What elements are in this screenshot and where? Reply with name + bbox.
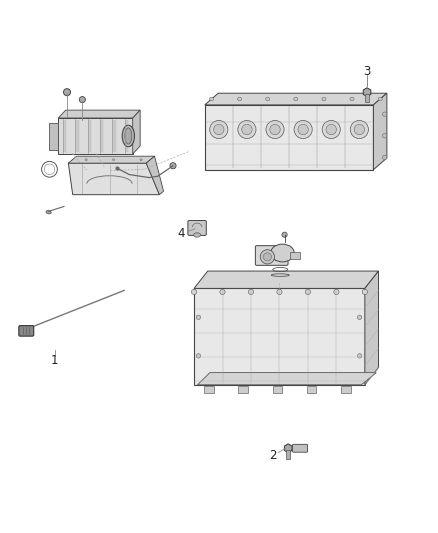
Polygon shape xyxy=(146,156,163,195)
Polygon shape xyxy=(133,110,140,154)
Circle shape xyxy=(322,120,340,139)
Polygon shape xyxy=(373,93,387,169)
Circle shape xyxy=(242,124,252,135)
Circle shape xyxy=(282,232,287,237)
Bar xyxy=(290,252,300,260)
Bar xyxy=(125,120,128,152)
Ellipse shape xyxy=(378,98,382,101)
Circle shape xyxy=(357,354,362,358)
Circle shape xyxy=(354,124,364,135)
Polygon shape xyxy=(205,93,387,105)
Circle shape xyxy=(260,249,275,264)
Ellipse shape xyxy=(140,159,142,160)
Circle shape xyxy=(334,289,339,295)
Circle shape xyxy=(350,120,368,139)
Ellipse shape xyxy=(46,211,51,214)
Bar xyxy=(341,386,350,393)
Circle shape xyxy=(238,120,256,139)
Text: 4: 4 xyxy=(177,227,185,240)
Circle shape xyxy=(263,253,272,261)
Circle shape xyxy=(191,289,197,295)
Bar xyxy=(204,386,214,393)
Polygon shape xyxy=(58,110,140,118)
Polygon shape xyxy=(58,118,133,154)
Bar xyxy=(75,120,79,152)
Bar xyxy=(63,120,66,152)
Polygon shape xyxy=(68,163,159,195)
Circle shape xyxy=(382,134,387,138)
Circle shape xyxy=(220,289,225,295)
Text: 3: 3 xyxy=(364,65,371,78)
Polygon shape xyxy=(194,271,378,288)
Circle shape xyxy=(196,354,201,358)
Bar xyxy=(272,386,282,393)
Bar xyxy=(307,386,316,393)
Bar xyxy=(286,449,290,459)
Ellipse shape xyxy=(350,98,354,101)
Bar xyxy=(100,120,103,152)
Polygon shape xyxy=(68,156,155,163)
Circle shape xyxy=(326,124,336,135)
FancyBboxPatch shape xyxy=(255,246,288,265)
Ellipse shape xyxy=(194,233,201,237)
Circle shape xyxy=(305,289,311,295)
Bar xyxy=(112,120,116,152)
Polygon shape xyxy=(49,124,58,150)
Circle shape xyxy=(79,96,85,103)
FancyBboxPatch shape xyxy=(293,445,307,452)
Circle shape xyxy=(266,120,284,139)
Circle shape xyxy=(214,124,224,135)
Circle shape xyxy=(170,163,176,169)
Bar xyxy=(365,94,369,102)
Circle shape xyxy=(382,155,387,159)
Circle shape xyxy=(248,289,254,295)
Circle shape xyxy=(362,289,367,295)
Polygon shape xyxy=(284,444,292,453)
Polygon shape xyxy=(194,288,365,385)
Ellipse shape xyxy=(294,98,298,101)
Ellipse shape xyxy=(85,159,87,160)
Ellipse shape xyxy=(322,98,326,101)
Ellipse shape xyxy=(125,128,132,144)
Polygon shape xyxy=(198,373,376,385)
Polygon shape xyxy=(365,271,378,385)
Bar xyxy=(238,386,248,393)
Ellipse shape xyxy=(266,98,270,101)
FancyBboxPatch shape xyxy=(19,326,34,336)
Circle shape xyxy=(196,315,201,319)
Circle shape xyxy=(382,112,387,116)
Circle shape xyxy=(270,124,280,135)
FancyBboxPatch shape xyxy=(188,221,206,236)
Circle shape xyxy=(210,120,228,139)
Ellipse shape xyxy=(237,98,242,101)
Polygon shape xyxy=(363,88,371,96)
Bar xyxy=(88,120,91,152)
Circle shape xyxy=(64,88,71,96)
Circle shape xyxy=(277,289,282,295)
Text: 1: 1 xyxy=(51,354,59,367)
Circle shape xyxy=(298,124,308,135)
Ellipse shape xyxy=(271,244,294,262)
Polygon shape xyxy=(205,105,373,169)
Circle shape xyxy=(357,315,362,319)
Ellipse shape xyxy=(209,98,214,101)
Ellipse shape xyxy=(122,125,134,147)
Ellipse shape xyxy=(113,159,115,160)
Circle shape xyxy=(294,120,312,139)
Text: 2: 2 xyxy=(268,449,276,462)
